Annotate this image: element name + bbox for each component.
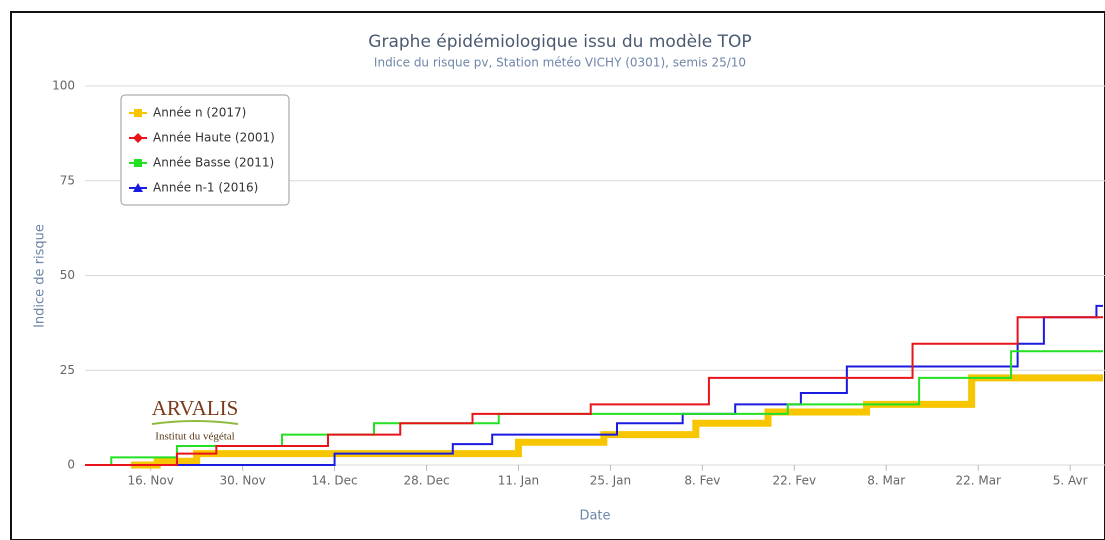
legend-box — [120, 94, 290, 206]
logo-tagline: Institut du végétal — [155, 431, 234, 443]
x-tick-label: 28. Dec — [403, 474, 449, 488]
logo-name: ARVALIS — [152, 396, 239, 420]
x-tick-label: 11. Jan — [498, 474, 539, 488]
legend-label: Année Basse (2011) — [153, 156, 274, 170]
y-tick-label: 50 — [60, 268, 75, 282]
x-tick-label: 16. Nov — [128, 474, 174, 488]
legend-label: Année n (2017) — [153, 106, 246, 120]
logo-swoosh — [151, 420, 239, 425]
x-tick-label: 8. Fev — [684, 474, 720, 488]
legend-label: Année Haute (2001) — [153, 131, 275, 145]
legend-marker — [134, 109, 142, 117]
x-tick-label: 22. Fev — [772, 474, 816, 488]
series-line — [85, 304, 1103, 466]
chart-subtitle: Indice du risque pv, Station météo VICHY… — [374, 56, 746, 70]
y-tick-label: 75 — [60, 173, 75, 187]
x-tick-label: 25. Jan — [590, 474, 631, 488]
x-axis-label: Date — [579, 509, 610, 524]
x-tick-label: 22. Mar — [955, 474, 1001, 488]
series-line — [85, 316, 1103, 466]
chart-title: Graphe épidémiologique issu du modèle TO… — [368, 32, 751, 52]
x-tick-label: 14. Dec — [312, 474, 358, 488]
y-tick-label: 100 — [52, 79, 75, 93]
x-tick-label: 8. Mar — [867, 474, 905, 488]
x-tick-label: 30. Nov — [219, 474, 265, 488]
legend-label: Année n-1 (2016) — [153, 181, 258, 195]
y-axis-label: Indice de risque — [33, 224, 48, 328]
legend-marker — [133, 183, 143, 192]
x-tick-label: 5. Avr — [1053, 474, 1088, 488]
legend-marker — [134, 159, 142, 167]
y-tick-label: 25 — [60, 363, 75, 377]
y-tick-label: 0 — [67, 458, 75, 472]
legend-marker — [133, 133, 143, 143]
